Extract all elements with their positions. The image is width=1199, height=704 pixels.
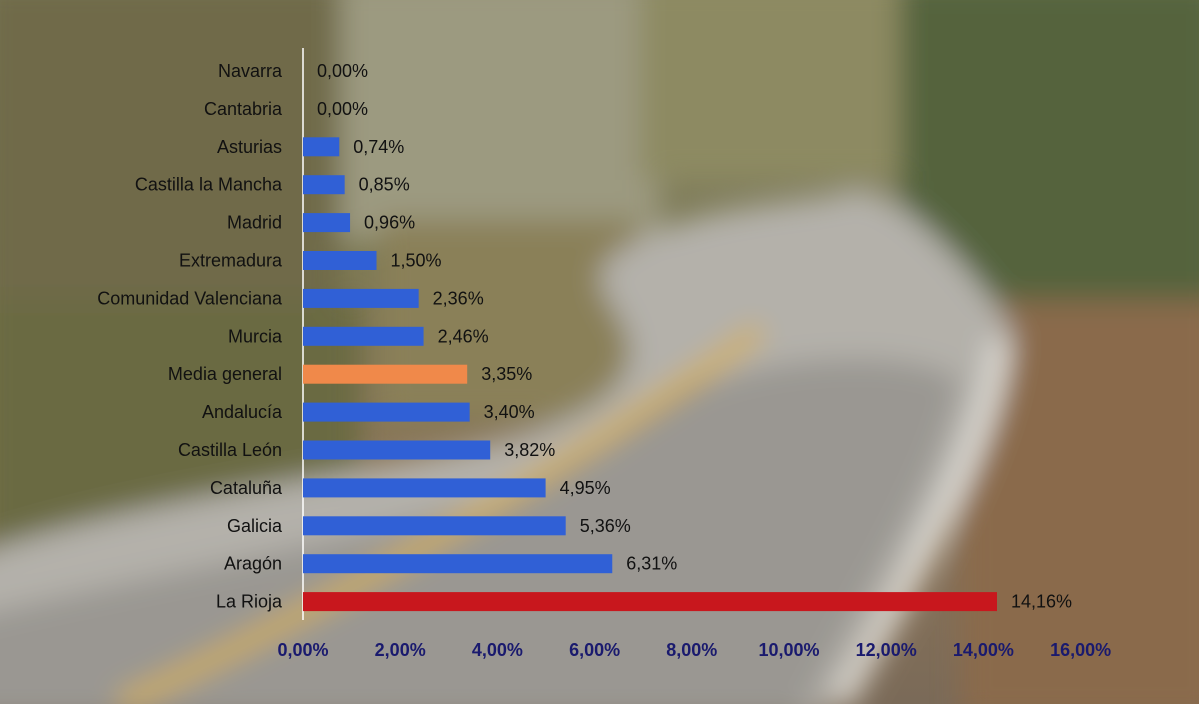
category-labels-group: Navarra Cantabria Asturias Castilla la Manc… (97, 61, 283, 612)
x-tick-label: 12,00% (856, 640, 917, 660)
category-label: Castilla la Mancha (135, 175, 283, 195)
category-label: Cataluña (210, 478, 283, 498)
bars-group (303, 137, 997, 612)
bar-14 (303, 592, 997, 612)
value-label: 2,46% (438, 326, 489, 346)
category-label: Andalucía (202, 402, 283, 422)
x-tick-label: 4,00% (472, 640, 523, 660)
bar-11 (303, 478, 546, 498)
value-label: 0,00% (317, 99, 368, 119)
x-tick-label: 2,00% (375, 640, 426, 660)
value-label: 0,74% (353, 137, 404, 157)
category-label: Cantabria (204, 99, 283, 119)
value-label: 3,35% (481, 364, 532, 384)
category-label: Madrid (227, 213, 282, 233)
bar-4 (303, 213, 351, 233)
bar-10 (303, 440, 491, 460)
bar-3 (303, 175, 345, 195)
bar-6 (303, 288, 419, 308)
value-label: 4,95% (560, 478, 611, 498)
x-tick-label: 0,00% (277, 640, 328, 660)
bar-13 (303, 554, 613, 574)
bar-8 (303, 364, 468, 384)
x-tick-label: 6,00% (569, 640, 620, 660)
category-label: Navarra (218, 61, 283, 81)
category-label: Extremadura (179, 251, 283, 271)
x-tick-label: 8,00% (666, 640, 717, 660)
category-label: Asturias (217, 137, 282, 157)
value-labels-group: 0,00% 0,00% 0,74% 0,85% 0,96% 1,50% 2,36% 2,46%… (317, 61, 1072, 612)
x-tick-label: 16,00% (1050, 640, 1111, 660)
value-label: 3,82% (504, 440, 555, 460)
bar-12 (303, 516, 566, 536)
value-label: 6,31% (626, 554, 677, 574)
x-tick-label: 14,00% (953, 640, 1014, 660)
value-label: 0,00% (317, 61, 368, 81)
bar-2 (303, 137, 340, 157)
x-tick-label: 10,00% (758, 640, 819, 660)
category-label: Comunidad Valenciana (97, 288, 283, 308)
value-label: 5,36% (580, 516, 631, 536)
value-label: 0,85% (359, 175, 410, 195)
bar-9 (303, 402, 470, 422)
category-label: Media general (168, 364, 282, 384)
category-label: Castilla León (178, 440, 282, 460)
x-tick-labels-group: 0,00% 2,00% 4,00% 6,00% 8,00% 10,00% 12,00% 14,… (277, 640, 1111, 660)
value-label: 3,40% (484, 402, 535, 422)
value-label: 1,50% (391, 251, 442, 271)
value-label: 0,96% (364, 213, 415, 233)
value-label: 2,36% (433, 288, 484, 308)
value-label: 14,16% (1011, 592, 1072, 612)
bar-5 (303, 251, 377, 270)
bar-7 (303, 326, 424, 346)
category-label: Galicia (227, 516, 283, 536)
category-label: Murcia (228, 326, 283, 346)
category-label: Aragón (224, 554, 282, 574)
category-label: La Rioja (216, 592, 283, 612)
